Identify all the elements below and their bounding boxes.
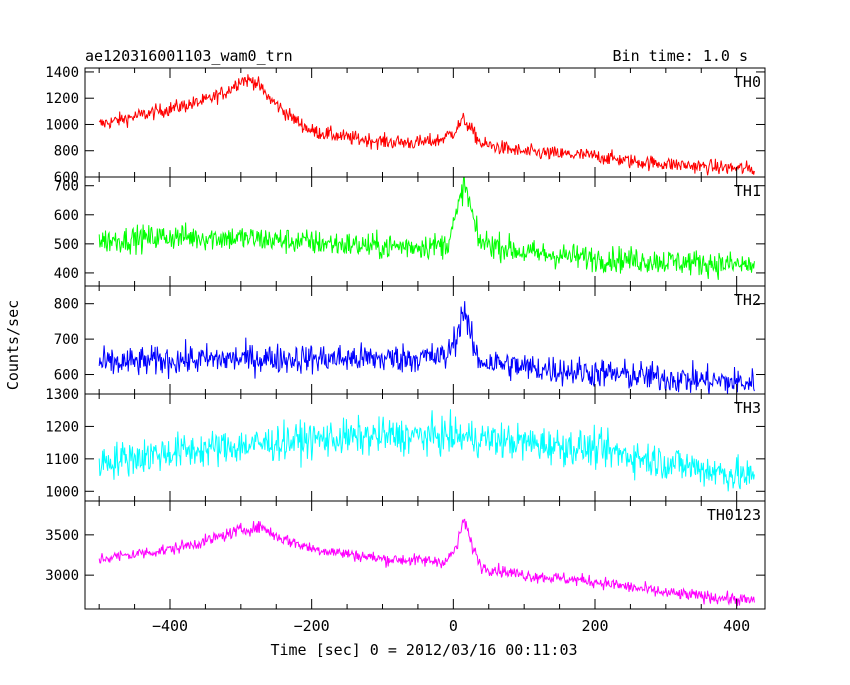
panel-th3: 1000 1100 1200 1300 TH3	[45, 387, 766, 502]
y-tick-label: 800	[54, 297, 79, 313]
series-name-label: TH0	[734, 73, 761, 91]
x-axis: −400 −200 0 200 400	[152, 617, 750, 635]
panel-th0: 600 800 1000 1200 1400 TH0	[45, 65, 766, 186]
series-line-th0	[98, 74, 755, 176]
y-tick-label: 3500	[45, 528, 79, 544]
y-tick-label: 800	[54, 144, 79, 160]
panel-th1: 400 500 600 700 TH1	[54, 176, 766, 287]
y-tick-label: 600	[54, 170, 79, 186]
x-axis-label: Time [sec] 0 = 2012/03/16 00:11:03	[270, 641, 577, 659]
y-tick-label: 500	[54, 237, 79, 253]
panel-frame	[84, 500, 766, 610]
series-name-label: TH0123	[707, 506, 761, 524]
series-line-th3	[98, 409, 755, 492]
chart-title: ae120316001103_wam0_trn	[85, 47, 293, 65]
panel-frame	[84, 176, 766, 287]
series-line-th2	[98, 301, 755, 394]
x-tick-label: 200	[581, 617, 608, 635]
panel-frame	[84, 67, 766, 178]
y-tick-label: 1100	[45, 452, 79, 468]
x-tick-label: 0	[449, 617, 458, 635]
y-tick-label: 1000	[45, 117, 79, 133]
y-axis-label: Counts/sec	[4, 300, 22, 390]
y-tick-label: 700	[54, 179, 79, 195]
y-tick-label: 1200	[45, 419, 79, 435]
panel-th2: 600 700 800 TH2	[54, 285, 766, 395]
panel-th0123: 3000 3500 TH0123	[45, 500, 766, 610]
x-tick-label: −400	[152, 617, 188, 635]
y-tick-label: 1000	[45, 484, 79, 500]
series-name-label: TH1	[734, 182, 761, 200]
y-tick-label: 700	[54, 332, 79, 348]
bin-time-label: Bin time: 1.0 s	[613, 47, 748, 65]
series-name-label: TH2	[734, 291, 761, 309]
y-tick-label: 1400	[45, 65, 79, 81]
y-tick-label: 3000	[45, 568, 79, 584]
series-name-label: TH3	[734, 399, 761, 417]
y-tick-label: 600	[54, 368, 79, 384]
series-line-th1	[98, 177, 755, 280]
y-tick-label: 1300	[45, 387, 79, 403]
series-line-th0123	[98, 518, 755, 607]
x-tick-label: 400	[723, 617, 750, 635]
y-tick-label: 1200	[45, 91, 79, 107]
x-tick-label: −200	[294, 617, 330, 635]
y-tick-label: 600	[54, 208, 79, 224]
y-tick-label: 400	[54, 266, 79, 282]
